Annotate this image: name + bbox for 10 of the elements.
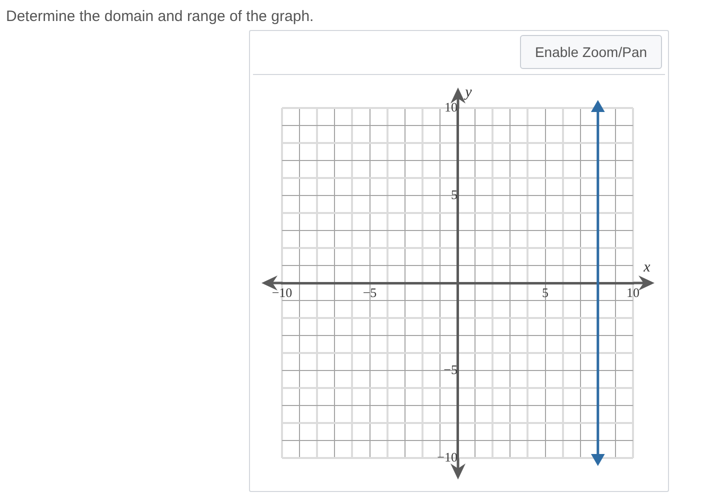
zoom-pan-button[interactable]: Enable Zoom/Pan <box>520 35 662 69</box>
y-tick-label: −10 <box>437 449 458 464</box>
x-tick-label: −5 <box>362 285 377 300</box>
x-tick-label: 5 <box>542 285 548 300</box>
x-tick-label: −10 <box>272 285 292 300</box>
y-axis-title: y <box>465 84 472 100</box>
x-axis-title: x <box>644 260 650 276</box>
text: Determine the domain and range of the graph. <box>6 8 314 25</box>
x-tick-label: 10 <box>626 285 640 300</box>
y-tick-label: 10 <box>444 99 458 114</box>
